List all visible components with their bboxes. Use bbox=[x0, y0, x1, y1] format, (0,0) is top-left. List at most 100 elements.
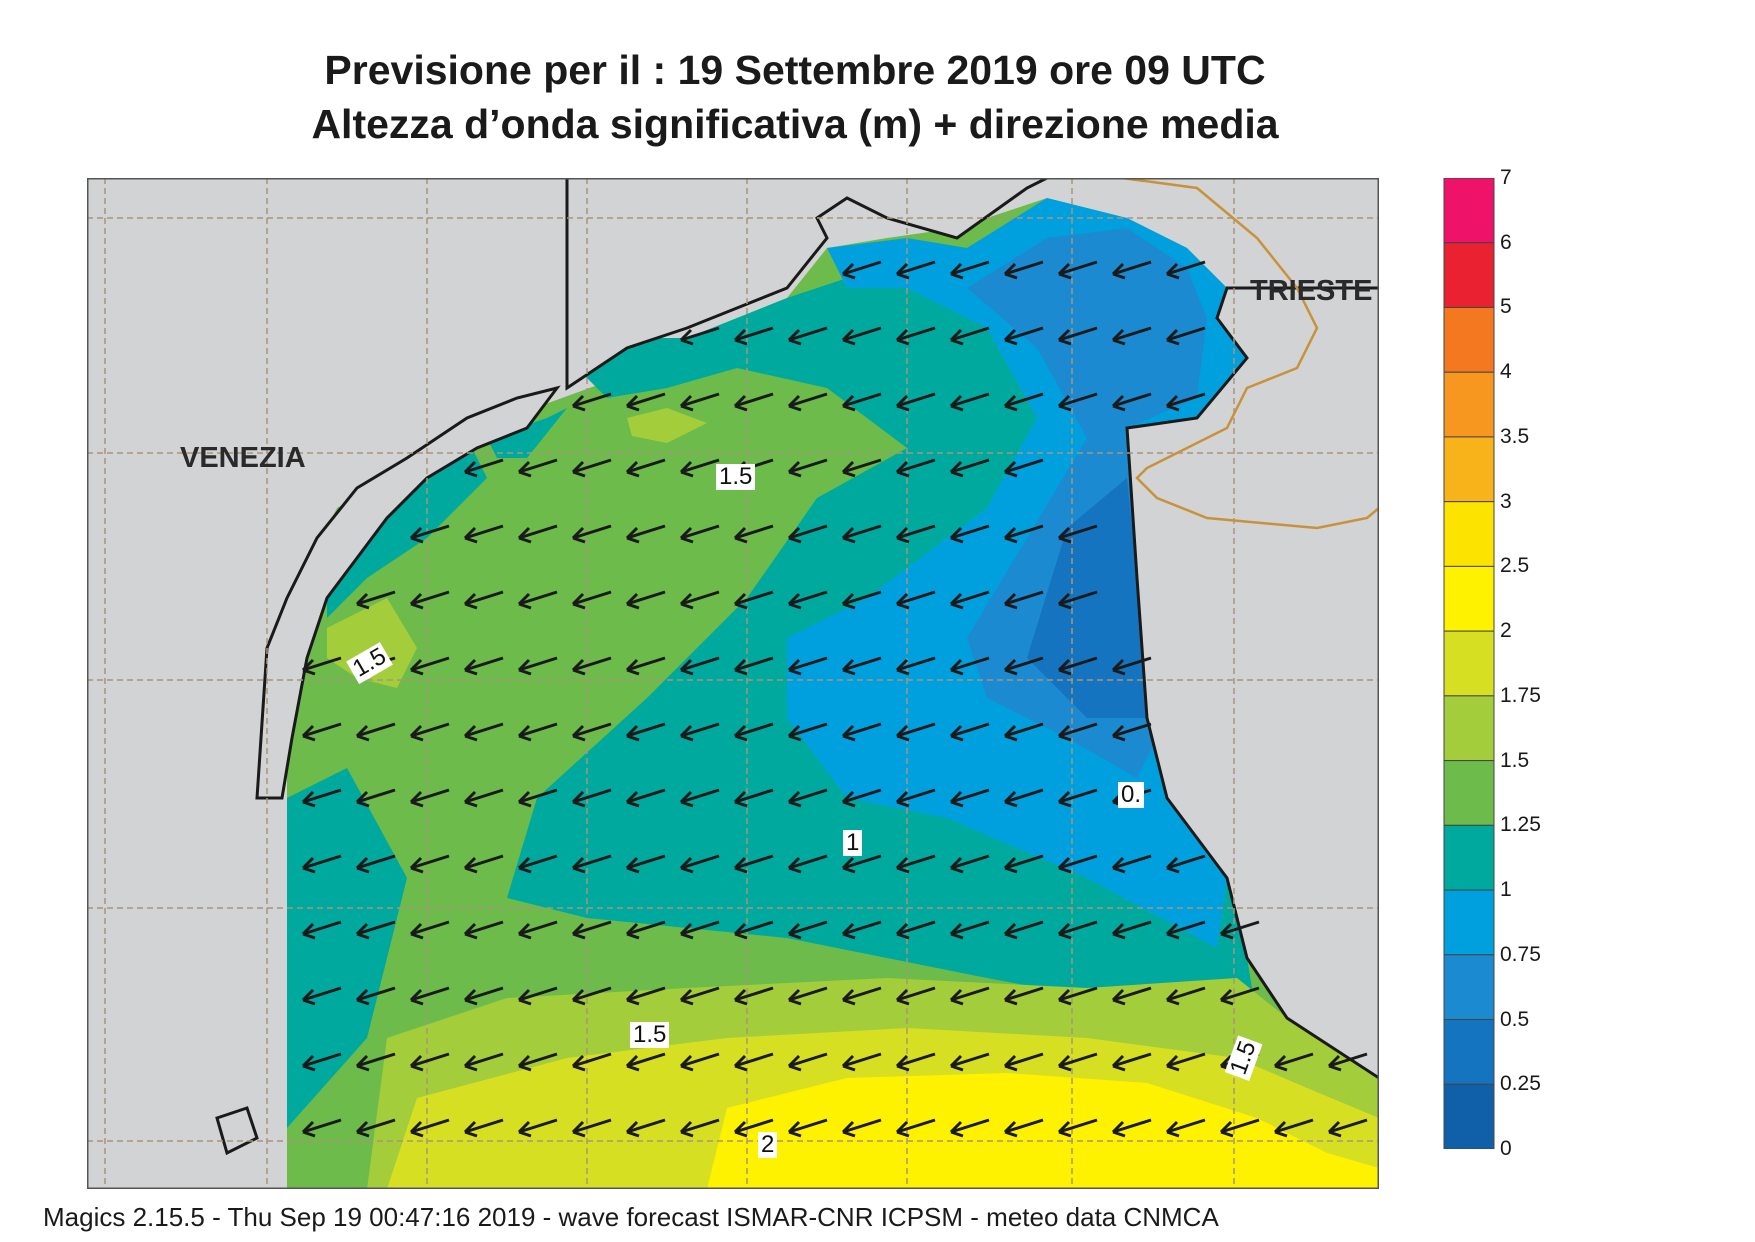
wave-arrow-head bbox=[787, 394, 802, 412]
wave-arrow-head bbox=[841, 988, 856, 1006]
wave-arrow-head bbox=[787, 988, 802, 1006]
wave-arrow-head bbox=[841, 1120, 856, 1138]
wave-arrow-head bbox=[571, 790, 586, 808]
wave-arrow bbox=[1004, 656, 1044, 672]
wave-arrow bbox=[626, 1118, 666, 1134]
wave-arrow bbox=[572, 920, 612, 936]
wave-arrow-head bbox=[841, 592, 856, 610]
wave-arrow bbox=[734, 524, 774, 540]
wave-arrow bbox=[410, 788, 450, 804]
wave-arrow-head bbox=[1003, 988, 1018, 1006]
wave-arrow bbox=[734, 1052, 774, 1068]
legend-tick-label: 2.5 bbox=[1500, 554, 1530, 578]
wave-arrow bbox=[896, 524, 936, 540]
wave-arrow bbox=[410, 524, 450, 540]
wave-arrow-head bbox=[517, 724, 532, 742]
wave-arrow-head bbox=[625, 394, 640, 412]
legend-tick-label: 0.25 bbox=[1500, 1072, 1541, 1096]
wave-arrow bbox=[464, 788, 504, 804]
wave-arrow bbox=[842, 1118, 882, 1134]
wave-arrow bbox=[572, 722, 612, 738]
wave-arrow bbox=[842, 788, 882, 804]
wave-arrow-head bbox=[841, 790, 856, 808]
wave-arrow-head bbox=[949, 592, 964, 610]
wave-arrow bbox=[1274, 1052, 1314, 1068]
legend-swatch bbox=[1443, 630, 1495, 697]
wave-arrow bbox=[1220, 920, 1260, 936]
wave-arrow-head bbox=[1165, 988, 1180, 1006]
wave-arrow-head bbox=[841, 1054, 856, 1072]
wave-arrow-head bbox=[409, 790, 424, 808]
wave-arrow-head bbox=[1327, 1054, 1342, 1072]
wave-arrow bbox=[518, 854, 558, 870]
wave-arrow-head bbox=[463, 592, 478, 610]
wave-arrow-head bbox=[517, 790, 532, 808]
wave-arrow-head bbox=[733, 526, 748, 544]
istria-land bbox=[1125, 286, 1379, 1080]
wave-arrow-head bbox=[841, 262, 856, 280]
wave-arrow-head bbox=[625, 724, 640, 742]
wave-arrow bbox=[518, 920, 558, 936]
wave-arrow-head bbox=[1111, 922, 1126, 940]
wave-arrow bbox=[626, 788, 666, 804]
wave-arrow bbox=[1112, 920, 1152, 936]
wave-arrow-head bbox=[1111, 988, 1126, 1006]
wave-arrow bbox=[1166, 326, 1206, 342]
legend-labels: 7 6 5 4 3.5 3 2.5 2 1.75 1.5 1.25 1 0.75 0.5 0.25 0 bbox=[1500, 166, 1580, 1160]
wave-arrow-head bbox=[1003, 1054, 1018, 1072]
wave-arrow-head bbox=[679, 1054, 694, 1072]
wave-arrow bbox=[572, 1118, 612, 1134]
wave-arrow-head bbox=[841, 856, 856, 874]
wave-arrow bbox=[1112, 326, 1152, 342]
wave-arrow bbox=[1058, 986, 1098, 1002]
north-coast-land bbox=[565, 178, 1048, 391]
wave-arrow bbox=[356, 1118, 396, 1134]
wave-arrow-head bbox=[355, 1120, 370, 1138]
wave-arrow-head bbox=[463, 526, 478, 544]
legend-tick-label: 1.5 bbox=[1500, 748, 1530, 772]
wave-arrow-head bbox=[571, 922, 586, 940]
wave-arrow bbox=[734, 788, 774, 804]
wave-arrow bbox=[842, 326, 882, 342]
wave-arrow bbox=[680, 326, 720, 342]
wave-arrow-head bbox=[841, 394, 856, 412]
wave-arrow bbox=[572, 986, 612, 1002]
wave-arrow bbox=[842, 854, 882, 870]
wave-arrow bbox=[1220, 986, 1260, 1002]
wave-arrow bbox=[572, 1052, 612, 1068]
wave-arrow bbox=[518, 788, 558, 804]
wave-arrow-head bbox=[1273, 1120, 1288, 1138]
wave-arrow-head bbox=[355, 922, 370, 940]
wave-arrow bbox=[302, 854, 342, 870]
wave-arrow bbox=[842, 986, 882, 1002]
wave-arrow-head bbox=[463, 724, 478, 742]
wave-arrow bbox=[626, 920, 666, 936]
wave-arrow-head bbox=[949, 856, 964, 874]
wave-arrow-head bbox=[301, 988, 316, 1006]
wave-arrow bbox=[302, 1118, 342, 1134]
wave-arrow-head bbox=[949, 526, 964, 544]
wave-arrow bbox=[518, 590, 558, 606]
wave-arrow-head bbox=[1165, 394, 1180, 412]
wave-arrow bbox=[680, 392, 720, 408]
wave-arrow-head bbox=[895, 988, 910, 1006]
legend-tick-label: 2 bbox=[1500, 619, 1512, 643]
wave-arrow bbox=[464, 986, 504, 1002]
wave-arrow-head bbox=[895, 658, 910, 676]
contour-label: 1.5 bbox=[716, 464, 756, 490]
wave-arrow bbox=[1166, 260, 1206, 276]
legend-tick-label: 6 bbox=[1500, 230, 1512, 254]
wave-arrow-head bbox=[1003, 526, 1018, 544]
wave-arrow bbox=[950, 788, 990, 804]
footer-credits: Magics 2.15.5 - Thu Sep 19 00:47:16 2019… bbox=[43, 1202, 1219, 1232]
wave-arrow bbox=[680, 458, 720, 474]
wave-arrow bbox=[464, 590, 504, 606]
wave-arrow-head bbox=[841, 658, 856, 676]
wave-arrow-head bbox=[733, 790, 748, 808]
wave-arrow-head bbox=[1111, 262, 1126, 280]
wave-arrow-head bbox=[841, 526, 856, 544]
wave-arrow-head bbox=[301, 724, 316, 742]
wave-arrow bbox=[680, 920, 720, 936]
wave-arrow bbox=[572, 524, 612, 540]
wave-arrow-head bbox=[733, 922, 748, 940]
